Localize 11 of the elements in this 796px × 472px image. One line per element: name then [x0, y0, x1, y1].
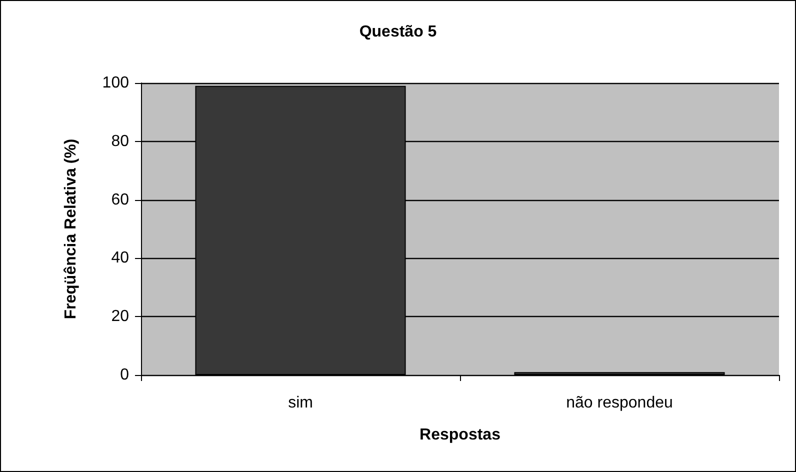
x-axis-title: Respostas [420, 426, 501, 444]
x-tick-label: não respondeu [566, 394, 673, 412]
y-tick-label: 80 [111, 132, 130, 150]
y-axis-title: Freqüência Relativa (%) [62, 138, 80, 320]
y-tick-label: 20 [111, 308, 130, 326]
y-tick-label: 100 [102, 74, 130, 92]
chart-title: Questão 5 [359, 24, 437, 40]
y-tick-label: 0 [120, 366, 130, 384]
y-tick-label: 60 [111, 191, 130, 208]
y-tick-label: 40 [111, 250, 130, 267]
x-tick-label: sim [288, 394, 313, 412]
